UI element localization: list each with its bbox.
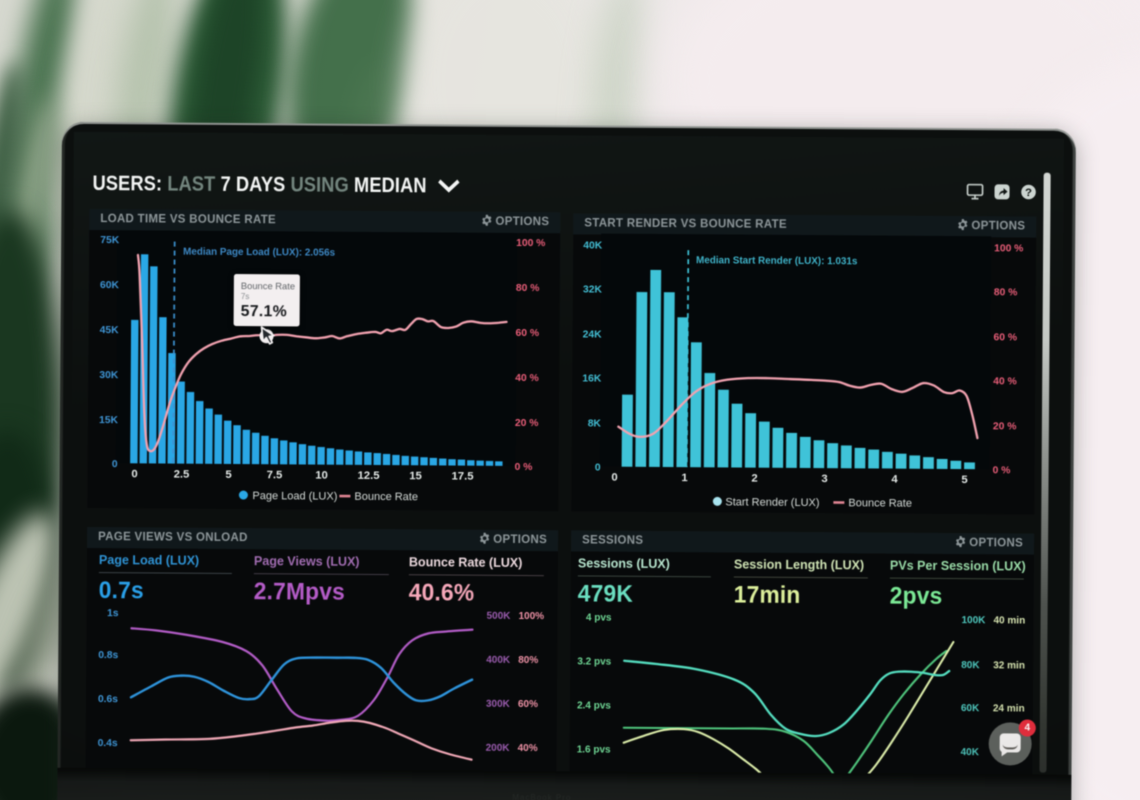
- svg-text:0.8s: 0.8s: [98, 650, 118, 661]
- svg-text:3.2 pvs: 3.2 pvs: [577, 656, 611, 667]
- svg-text:40K: 40K: [583, 240, 603, 251]
- svg-text:45K: 45K: [100, 325, 120, 336]
- svg-text:0 %: 0 %: [515, 462, 533, 473]
- svg-text:32K: 32K: [583, 284, 603, 295]
- svg-text:15: 15: [409, 470, 422, 482]
- svg-text:40 min: 40 min: [994, 615, 1026, 626]
- svg-text:17.5: 17.5: [451, 471, 473, 483]
- svg-text:80K: 80K: [961, 660, 980, 671]
- svg-text:60 %: 60 %: [515, 328, 539, 339]
- svg-text:300K: 300K: [486, 699, 511, 710]
- svg-text:0.4s: 0.4s: [98, 738, 118, 749]
- svg-text:32 min: 32 min: [993, 660, 1025, 671]
- svg-text:400K: 400K: [486, 655, 511, 666]
- svg-text:2.4 pvs: 2.4 pvs: [577, 700, 611, 711]
- svg-text:0 %: 0 %: [993, 465, 1011, 476]
- svg-text:24 min: 24 min: [993, 703, 1025, 714]
- svg-text:5: 5: [961, 474, 967, 486]
- svg-text:?: ?: [1025, 187, 1032, 199]
- svg-text:80 %: 80 %: [516, 283, 540, 294]
- svg-text:0: 0: [131, 468, 137, 480]
- svg-text:8K: 8K: [588, 418, 602, 429]
- svg-text:Median Start Render (LUX): 1.0: Median Start Render (LUX): 1.031s: [696, 255, 858, 267]
- svg-text:1: 1: [681, 472, 687, 484]
- svg-text:Page Load (LUX): Page Load (LUX): [252, 490, 337, 503]
- svg-text:5: 5: [225, 469, 231, 481]
- svg-text:40K: 40K: [961, 747, 980, 758]
- svg-text:Bounce Rate: Bounce Rate: [354, 491, 418, 503]
- svg-text:40 %: 40 %: [993, 376, 1017, 387]
- svg-text:100%: 100%: [519, 611, 545, 622]
- svg-text:2: 2: [751, 473, 757, 485]
- svg-text:16K: 16K: [582, 373, 602, 384]
- svg-text:60K: 60K: [100, 280, 120, 291]
- svg-text:Median Page Load (LUX): 2.056s: Median Page Load (LUX): 2.056s: [183, 247, 336, 259]
- svg-text:4: 4: [891, 474, 898, 486]
- svg-text:3: 3: [821, 473, 827, 485]
- svg-text:60 %: 60 %: [993, 332, 1017, 343]
- svg-text:20 %: 20 %: [515, 418, 539, 429]
- svg-text:100 %: 100 %: [994, 243, 1023, 254]
- svg-text:15K: 15K: [99, 415, 119, 426]
- svg-text:40 %: 40 %: [515, 373, 539, 384]
- svg-text:0.6s: 0.6s: [98, 694, 118, 705]
- svg-text:2.5: 2.5: [174, 469, 190, 481]
- svg-text:0: 0: [611, 472, 617, 484]
- svg-text:24K: 24K: [583, 329, 603, 340]
- svg-text:100K: 100K: [962, 615, 987, 626]
- svg-text:30K: 30K: [99, 370, 119, 381]
- svg-text:4 pvs: 4 pvs: [586, 612, 612, 623]
- svg-text:10: 10: [315, 470, 328, 482]
- svg-text:40%: 40%: [518, 743, 538, 754]
- svg-text:Bounce Rate: Bounce Rate: [848, 497, 912, 509]
- svg-text:80%: 80%: [518, 655, 538, 666]
- svg-text:200K: 200K: [486, 743, 511, 754]
- svg-text:1.6 pvs: 1.6 pvs: [577, 744, 611, 755]
- svg-text:12.5: 12.5: [357, 470, 379, 482]
- svg-text:1s: 1s: [107, 608, 119, 619]
- svg-text:60%: 60%: [518, 699, 538, 710]
- svg-text:60K: 60K: [961, 703, 980, 714]
- svg-text:100 %: 100 %: [516, 238, 545, 249]
- svg-text:75K: 75K: [100, 235, 120, 246]
- svg-text:80 %: 80 %: [994, 287, 1018, 298]
- svg-text:7.5: 7.5: [267, 469, 283, 481]
- svg-text:500K: 500K: [487, 611, 512, 622]
- svg-text:0: 0: [595, 463, 601, 474]
- svg-text:Start Render (LUX): Start Render (LUX): [725, 496, 819, 509]
- svg-text:0: 0: [112, 459, 118, 470]
- svg-text:20 %: 20 %: [993, 421, 1017, 432]
